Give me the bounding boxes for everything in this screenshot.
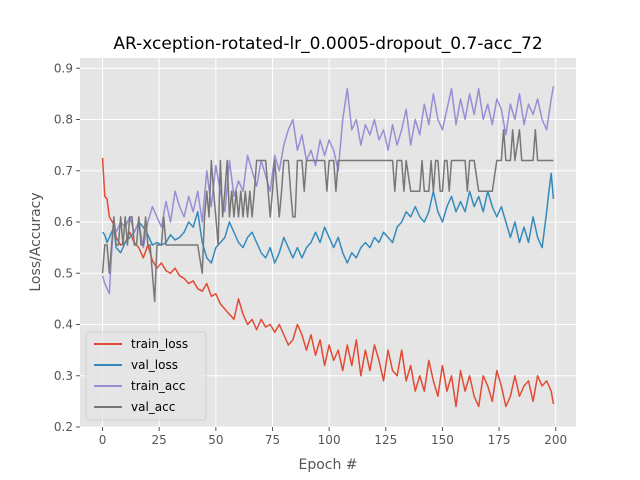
y-tick-label: 0.5 (54, 266, 73, 280)
series-lines (101, 86, 555, 408)
x-tick-label: 175 (488, 433, 511, 447)
x-tick-label: 75 (265, 433, 280, 447)
y-axis-ticks: 0.2 0.3 0.4 0.5 0.6 0.7 0.8 0.9 (54, 61, 80, 434)
x-tick-label: 100 (318, 433, 341, 447)
y-tick-label: 0.6 (54, 215, 73, 229)
legend-label: train_acc (131, 379, 185, 393)
y-tick-label: 0.4 (54, 318, 73, 332)
y-tick-label: 0.2 (54, 420, 73, 434)
x-tick-label: 125 (374, 433, 397, 447)
x-tick-label: 200 (544, 433, 567, 447)
y-tick-label: 0.7 (54, 164, 73, 178)
x-axis-ticks: 0 25 50 75 100 125 150 175 200 (99, 427, 567, 447)
chart-title: AR-xception-rotated-lr_0.0005-dropout_0.… (113, 34, 542, 54)
y-tick-label: 0.8 (54, 113, 73, 127)
series-line-train-acc (101, 86, 555, 295)
x-tick-label: 0 (99, 433, 107, 447)
y-tick-label: 0.9 (54, 61, 73, 75)
legend-label: val_loss (131, 358, 178, 372)
legend-label: train_loss (131, 337, 188, 351)
x-tick-label: 50 (208, 433, 223, 447)
x-tick-label: 150 (431, 433, 454, 447)
x-axis-label: Epoch # (298, 457, 357, 473)
series-line-val-acc (101, 129, 554, 303)
series-line-train-loss (101, 157, 555, 408)
x-tick-label: 25 (152, 433, 167, 447)
y-tick-label: 0.3 (54, 369, 73, 383)
y-axis-label: Loss/Accuracy (28, 192, 44, 291)
legend-label: val_acc (131, 400, 175, 414)
legend-box (85, 331, 207, 421)
legend: train_loss val_loss train_acc val_acc (85, 331, 207, 421)
series-line-val-loss (101, 172, 555, 264)
